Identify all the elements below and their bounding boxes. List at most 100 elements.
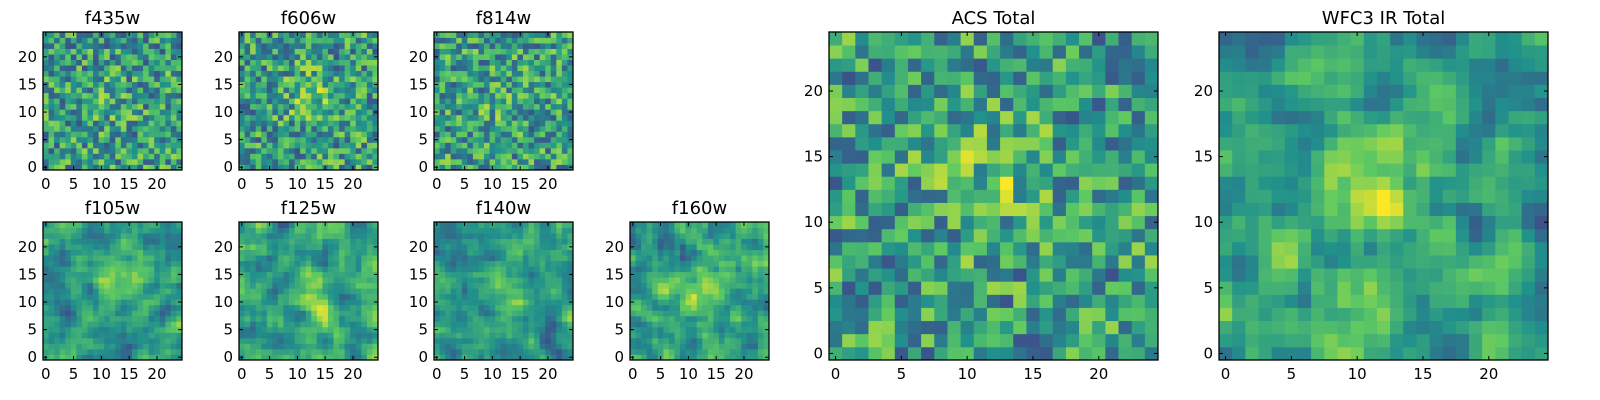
heatmap-cell [109, 142, 116, 149]
heatmap-cell [855, 346, 869, 361]
heatmap-cell [545, 343, 552, 350]
heatmap-cell [87, 315, 94, 322]
heatmap-cell [947, 346, 961, 361]
heatmap-cell [165, 48, 172, 55]
heatmap-cell [434, 87, 440, 94]
heatmap-cell [137, 109, 144, 116]
heatmap-cell [266, 98, 273, 105]
heatmap-cell [311, 153, 318, 160]
heatmap-cell [752, 238, 759, 245]
heatmap-cell [59, 103, 66, 110]
heatmap-cell [159, 87, 166, 94]
heatmap-cell [467, 304, 474, 311]
heatmap-cell [674, 348, 681, 355]
heatmap-cell [98, 343, 105, 350]
heatmap-cell [277, 304, 284, 311]
heatmap-cell [550, 164, 557, 171]
heatmap-cell [550, 81, 557, 88]
heatmap-cell [478, 142, 485, 149]
heatmap-cell [300, 125, 307, 132]
heatmap-cell [43, 37, 49, 44]
heatmap-cell [327, 164, 334, 171]
heatmap-cell [456, 310, 463, 317]
heatmap-cell [104, 227, 111, 234]
heatmap-cell [478, 266, 485, 273]
heatmap-cell [355, 249, 362, 256]
heatmap-cell [43, 48, 49, 55]
heatmap-cell [289, 125, 295, 132]
heatmap-cell [109, 43, 116, 49]
heatmap-cell [1131, 294, 1146, 308]
heatmap-cell [718, 310, 725, 317]
heatmap-cell [691, 299, 698, 306]
heatmap-cell [445, 103, 452, 110]
heatmap-cell [170, 158, 177, 165]
heatmap-cell [763, 255, 770, 262]
heatmap-cell [289, 32, 295, 38]
heatmap-cell [545, 92, 552, 99]
heatmap-cell [266, 266, 273, 273]
heatmap-cell [674, 315, 681, 322]
heatmap-cell [137, 222, 144, 228]
heatmap-cell [550, 158, 557, 165]
heatmap-cell [300, 92, 307, 99]
heatmap-cell [289, 70, 295, 77]
heatmap-cell [842, 307, 856, 322]
heatmap-cell [244, 142, 251, 149]
heatmap-cell [1013, 281, 1027, 295]
heatmap-cell [757, 233, 764, 239]
heatmap-cell [641, 310, 648, 317]
heatmap-cell [131, 343, 138, 350]
heatmap-cell [261, 321, 268, 328]
heatmap-cell [143, 70, 150, 77]
heatmap-cell [322, 125, 329, 132]
heatmap-cell [1052, 346, 1067, 361]
heatmap-cell [261, 337, 268, 344]
heatmap-cell [148, 288, 155, 295]
heatmap-cell [165, 81, 172, 88]
heatmap-cell [550, 32, 557, 38]
heatmap-cell [489, 244, 496, 250]
heatmap-cell [109, 255, 116, 262]
heatmap-cell [921, 202, 935, 217]
heatmap-cell [272, 153, 279, 160]
heatmap-cell [311, 310, 318, 317]
heatmap-cell [445, 255, 452, 262]
heatmap-cell [65, 87, 72, 94]
heatmap-cell [131, 222, 138, 228]
heatmap-cell [561, 76, 568, 83]
heatmap-cell [495, 255, 502, 262]
heatmap-cell [70, 277, 77, 284]
heatmap-cell [109, 222, 116, 228]
heatmap-cell [277, 299, 284, 306]
heatmap-cell [561, 293, 568, 300]
heatmap-cell [522, 310, 529, 317]
heatmap-cell [361, 244, 368, 250]
x-tick-label: 15 [120, 365, 139, 383]
heatmap-cell [528, 142, 535, 149]
heatmap-cell [93, 142, 99, 149]
heatmap-cell [545, 249, 552, 256]
heatmap-cell [484, 288, 490, 295]
heatmap-cell [539, 260, 546, 267]
heatmap-cell [1000, 320, 1014, 335]
heatmap-cell [170, 326, 177, 333]
heatmap-cell [461, 293, 468, 300]
heatmap-cell [1000, 202, 1014, 217]
heatmap-cell [500, 109, 507, 116]
heatmap-cell [366, 299, 373, 306]
heatmap-cell [59, 87, 66, 94]
heatmap-cell [48, 98, 55, 105]
heatmap-cell [355, 343, 362, 350]
heatmap-cell [87, 54, 94, 60]
heatmap-cell [1026, 241, 1040, 256]
heatmap-cell [680, 282, 686, 289]
heatmap-cell [489, 59, 496, 66]
heatmap-cell [434, 43, 440, 49]
heatmap-cell [506, 299, 513, 306]
heatmap-cell [567, 266, 574, 273]
heatmap-cell [467, 288, 474, 295]
heatmap-cell [65, 131, 72, 138]
heatmap-cell [450, 158, 457, 165]
heatmap-cell [472, 70, 479, 77]
